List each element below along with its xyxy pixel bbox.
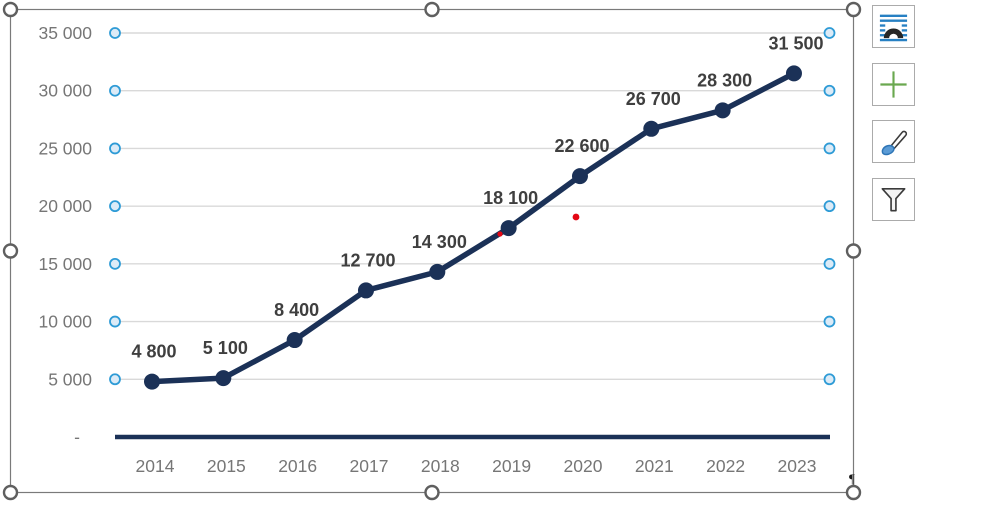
y-axis-tick-label[interactable]: 30 000 bbox=[38, 81, 92, 101]
selection-handle-bottom-right[interactable] bbox=[845, 484, 862, 501]
y-axis-tick-label[interactable]: 15 000 bbox=[38, 254, 92, 274]
layout-options-icon bbox=[879, 14, 908, 42]
data-point-marker[interactable] bbox=[144, 373, 160, 390]
gridline-endpoint-handle[interactable] bbox=[109, 257, 121, 270]
gridline-endpoint-handle[interactable] bbox=[109, 27, 121, 39]
data-point-marker[interactable] bbox=[286, 332, 303, 349]
data-point-marker[interactable] bbox=[571, 168, 588, 185]
data-label[interactable]: 28 300 bbox=[697, 70, 752, 90]
selection-handle-middle-right[interactable] bbox=[845, 243, 862, 259]
x-axis-category-label[interactable]: 2019 bbox=[492, 456, 531, 476]
x-axis-category-label[interactable]: 2021 bbox=[635, 456, 674, 476]
selection-handle-top-middle[interactable] bbox=[424, 1, 440, 18]
x-axis-category-label[interactable]: 2014 bbox=[136, 456, 175, 476]
data-point-marker[interactable] bbox=[357, 282, 374, 299]
data-point-marker[interactable] bbox=[215, 370, 232, 387]
series-line[interactable] bbox=[149, 70, 797, 385]
paragraph-mark: ¶ bbox=[849, 471, 855, 486]
y-axis-zero-label[interactable]: - bbox=[74, 427, 80, 447]
gridline-endpoint-handle[interactable] bbox=[109, 315, 121, 328]
gridline-endpoint-handle[interactable] bbox=[109, 84, 121, 97]
chart-filters-button[interactable] bbox=[872, 178, 915, 221]
gridline-endpoint-handle[interactable] bbox=[823, 84, 836, 97]
chart-elements-button[interactable] bbox=[872, 63, 915, 106]
gridline-endpoint-handle[interactable] bbox=[823, 200, 836, 213]
gridline-endpoint-handle[interactable] bbox=[109, 200, 121, 213]
red-dot bbox=[497, 231, 503, 237]
gridline-endpoint-handle[interactable] bbox=[109, 142, 121, 155]
x-axis-category-label[interactable]: 2020 bbox=[564, 456, 603, 476]
layout-options-button[interactable] bbox=[872, 5, 915, 48]
x-axis-category-label[interactable]: 2018 bbox=[421, 456, 460, 476]
x-axis-category-label[interactable]: 2015 bbox=[207, 456, 246, 476]
chart-styles-button[interactable] bbox=[872, 120, 915, 163]
gridline-endpoint-handle[interactable] bbox=[823, 373, 836, 386]
x-axis-category-label[interactable]: 2017 bbox=[350, 456, 389, 476]
paintbrush-icon bbox=[881, 130, 908, 156]
y-axis-tick-label[interactable]: 10 000 bbox=[38, 312, 92, 332]
gridline-endpoint-handle[interactable] bbox=[109, 373, 121, 386]
gridline-endpoint-handle[interactable] bbox=[823, 257, 836, 270]
selection-handle-top-left[interactable] bbox=[2, 1, 19, 18]
data-point-marker[interactable] bbox=[714, 102, 731, 119]
gridline-endpoint-handle[interactable] bbox=[823, 315, 836, 328]
selection-handle-bottom-middle[interactable] bbox=[424, 484, 440, 501]
data-label[interactable]: 18 100 bbox=[483, 188, 538, 208]
y-axis-tick-label[interactable]: 35 000 bbox=[38, 23, 92, 43]
red-dot bbox=[572, 213, 580, 221]
data-label[interactable]: 26 700 bbox=[626, 89, 681, 109]
selection-handle-bottom-left[interactable] bbox=[2, 484, 19, 501]
selection-handle-middle-left[interactable] bbox=[2, 243, 19, 259]
data-point-marker[interactable] bbox=[429, 263, 446, 280]
gridline-endpoint-handle[interactable] bbox=[823, 142, 836, 155]
gridline-endpoint-handle[interactable] bbox=[823, 27, 836, 39]
selection-handle-top-right[interactable] bbox=[845, 1, 862, 18]
data-point-marker[interactable] bbox=[643, 120, 660, 137]
data-label[interactable]: 22 600 bbox=[554, 136, 609, 156]
data-point-marker[interactable] bbox=[500, 220, 517, 237]
data-label[interactable]: 4 800 bbox=[131, 342, 176, 362]
y-axis-tick-label[interactable]: 5 000 bbox=[48, 369, 92, 389]
data-point-marker[interactable] bbox=[785, 65, 802, 82]
data-label[interactable]: 14 300 bbox=[412, 232, 467, 252]
data-label[interactable]: 8 400 bbox=[274, 300, 319, 320]
y-axis-tick-label[interactable]: 20 000 bbox=[38, 196, 92, 216]
x-axis-category-label[interactable]: 2022 bbox=[706, 456, 745, 476]
data-label[interactable]: 12 700 bbox=[340, 250, 395, 270]
funnel-icon bbox=[881, 187, 906, 212]
x-axis-category-label[interactable]: 2016 bbox=[278, 456, 317, 476]
plus-icon bbox=[880, 71, 907, 98]
y-axis-tick-label[interactable]: 25 000 bbox=[38, 138, 92, 158]
data-label[interactable]: 31 500 bbox=[768, 33, 823, 53]
x-axis-category-label[interactable]: 2023 bbox=[778, 456, 817, 476]
data-label[interactable]: 5 100 bbox=[203, 338, 248, 358]
